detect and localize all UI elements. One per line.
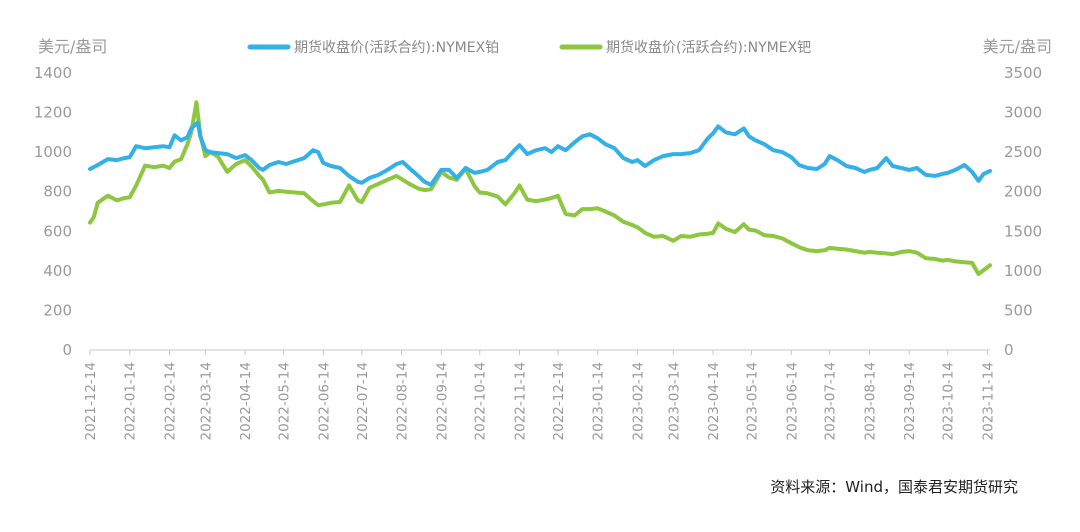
right-axis-ticks: 0 500 1000 1500 2000 2500 3000 3500 bbox=[1004, 64, 1042, 359]
x-tick-label: 2022-10-14 bbox=[473, 362, 489, 440]
right-tick-label: 1000 bbox=[1004, 262, 1042, 280]
x-tick-label: 2021-12-14 bbox=[83, 362, 99, 440]
source-note: 资料来源：Wind，国泰君安期货研究 bbox=[770, 478, 1018, 496]
left-tick-label: 0 bbox=[62, 341, 72, 359]
x-tick-label: 2022-07-14 bbox=[355, 362, 371, 440]
x-axis-ticks: 2021-12-14 2022-01-14 2022-02-14 2022-03-14… bbox=[83, 350, 996, 440]
x-tick-label: 2023-06-14 bbox=[784, 362, 800, 440]
x-tick-label: 2023-09-14 bbox=[902, 362, 918, 440]
left-tick-label: 600 bbox=[43, 222, 72, 240]
right-tick-label: 1500 bbox=[1004, 222, 1042, 240]
left-axis-ticks: 0 200 400 600 800 1000 1200 1400 bbox=[34, 64, 72, 359]
right-tick-label: 2000 bbox=[1004, 183, 1042, 201]
x-tick-label: 2022-06-14 bbox=[316, 362, 332, 440]
x-tick-label: 2022-03-14 bbox=[198, 362, 214, 440]
x-tick-label: 2022-04-14 bbox=[238, 362, 254, 440]
x-tick-label: 2023-04-14 bbox=[706, 362, 722, 440]
x-tick-label: 2023-07-14 bbox=[823, 362, 839, 440]
x-tick-label: 2023-03-14 bbox=[666, 362, 682, 440]
right-tick-label: 2500 bbox=[1004, 143, 1042, 161]
right-axis-unit: 美元/盎司 bbox=[983, 37, 1052, 56]
x-tick-label: 2023-11-14 bbox=[980, 362, 996, 440]
series-layer bbox=[88, 100, 992, 276]
left-tick-label: 200 bbox=[43, 301, 72, 319]
series-line-palladium bbox=[88, 100, 992, 276]
series-line-platinum bbox=[88, 120, 992, 187]
x-tick-label: 2022-02-14 bbox=[162, 362, 178, 440]
x-tick-label: 2022-05-14 bbox=[277, 362, 293, 440]
x-tick-label: 2022-08-14 bbox=[395, 362, 411, 440]
x-tick-label: 2023-02-14 bbox=[630, 362, 646, 440]
right-tick-label: 3000 bbox=[1004, 104, 1042, 122]
x-tick-label: 2023-05-14 bbox=[745, 362, 761, 440]
x-tick-label: 2022-09-14 bbox=[434, 362, 450, 440]
right-tick-label: 500 bbox=[1004, 301, 1033, 319]
x-tick-label: 2022-01-14 bbox=[123, 362, 139, 440]
left-tick-label: 400 bbox=[43, 262, 72, 280]
legend: 期货收盘价(活跃合约):NYMEX铂 期货收盘价(活跃合约):NYMEX钯 bbox=[247, 39, 811, 56]
legend-label-platinum: 期货收盘价(活跃合约):NYMEX铂 bbox=[294, 39, 499, 56]
x-tick-label: 2022-11-14 bbox=[512, 362, 528, 440]
left-tick-label: 1000 bbox=[34, 143, 72, 161]
left-tick-label: 800 bbox=[43, 183, 72, 201]
right-tick-label: 3500 bbox=[1004, 64, 1042, 82]
legend-label-palladium: 期货收盘价(活跃合约):NYMEX钯 bbox=[606, 39, 811, 56]
x-tick-label: 2023-01-14 bbox=[591, 362, 607, 440]
right-tick-label: 0 bbox=[1004, 341, 1014, 359]
x-tick-label: 2023-10-14 bbox=[941, 362, 957, 440]
x-tick-label: 2022-12-14 bbox=[551, 362, 567, 440]
left-axis-unit: 美元/盎司 bbox=[38, 37, 107, 56]
x-tick-label: 2023-08-14 bbox=[862, 362, 878, 440]
left-tick-label: 1400 bbox=[34, 64, 72, 82]
left-tick-label: 1200 bbox=[34, 104, 72, 122]
